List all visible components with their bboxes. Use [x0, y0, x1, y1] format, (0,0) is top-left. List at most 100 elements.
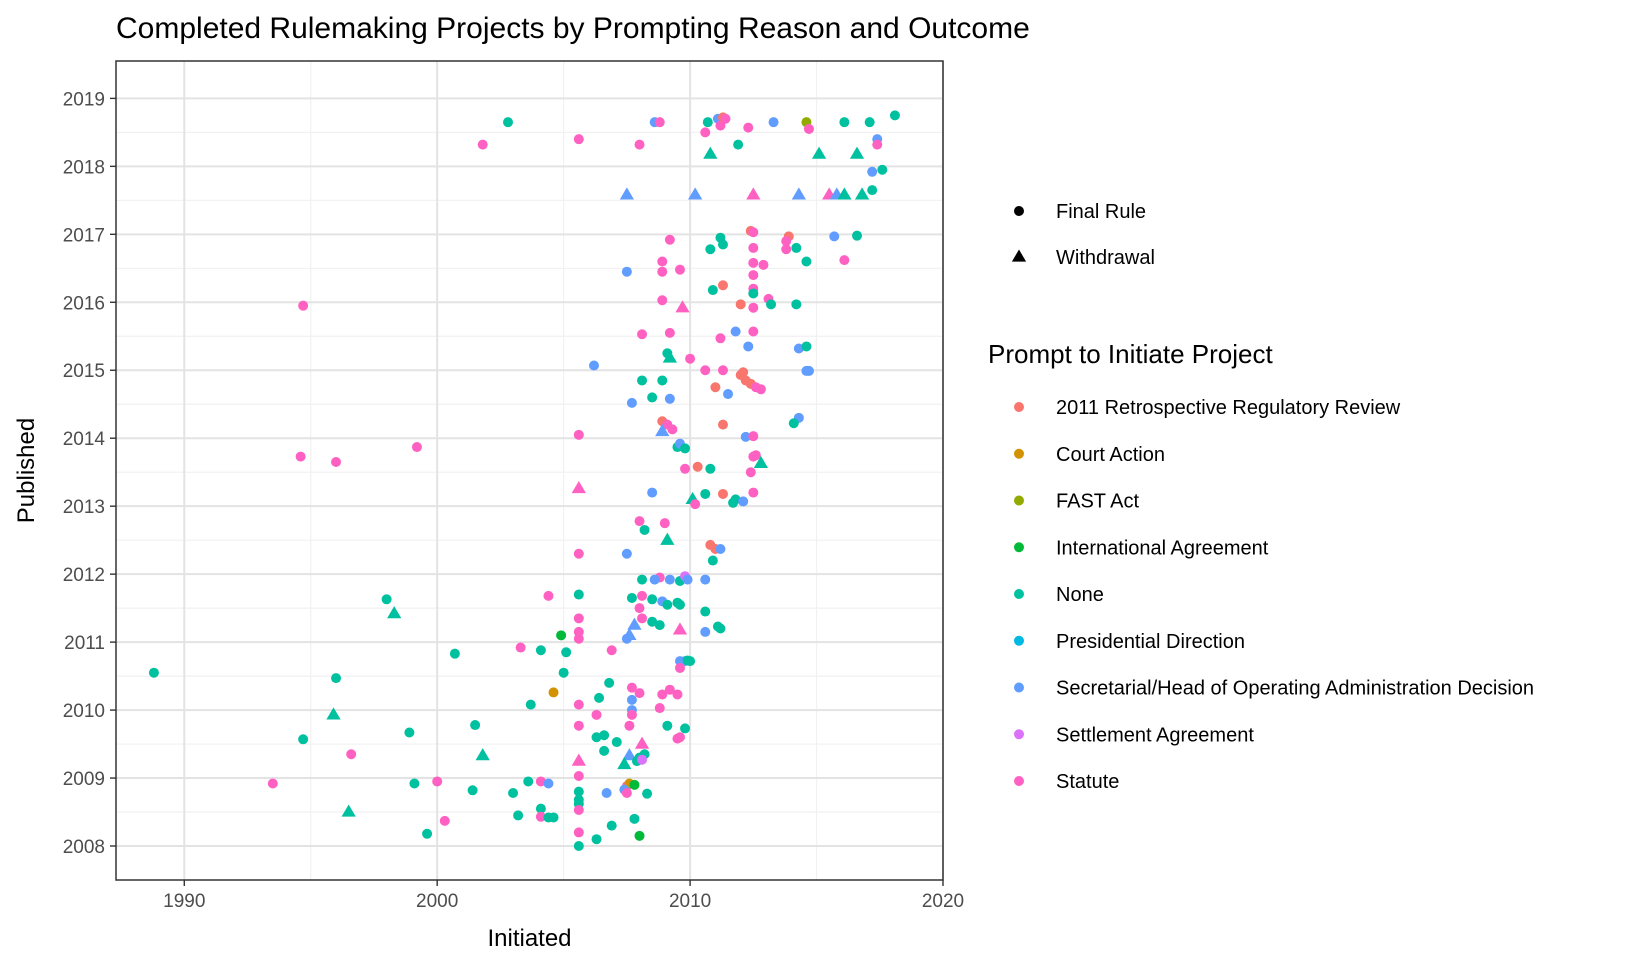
- panel-background: [116, 61, 943, 880]
- color-legend-key: [1014, 635, 1024, 646]
- final-rule-point: [573, 827, 584, 838]
- legend-label: Court Action: [1056, 444, 1165, 466]
- final-rule-point: [685, 353, 696, 364]
- final-rule-point: [705, 463, 716, 474]
- color-legend-key: [1014, 682, 1024, 693]
- final-rule-point: [715, 333, 726, 344]
- final-rule-point: [470, 720, 481, 731]
- withdrawal-point: [634, 736, 650, 749]
- y-tick-label: 2010: [63, 701, 105, 722]
- color-legend-key: [1014, 542, 1024, 553]
- final-rule-point: [839, 255, 850, 266]
- final-rule-point: [674, 662, 685, 673]
- plot-panel: [115, 60, 944, 881]
- final-rule-point: [543, 590, 554, 601]
- final-rule-point: [662, 599, 673, 610]
- y-tick-label: 2014: [63, 429, 106, 450]
- final-rule-point: [700, 574, 711, 585]
- y-tick-label: 2012: [63, 565, 105, 586]
- prompt-legend-title: Prompt to Initiate Project: [988, 339, 1273, 369]
- color-legend-key: [1014, 729, 1024, 740]
- final-rule-point: [730, 326, 741, 337]
- final-rule-point: [525, 699, 536, 710]
- final-rule-point: [717, 280, 728, 291]
- final-rule-point: [748, 227, 759, 238]
- final-rule-point: [659, 518, 670, 529]
- final-rule-point: [573, 548, 584, 559]
- final-rule-point: [702, 117, 713, 128]
- final-rule-point: [680, 443, 691, 454]
- final-rule-point: [735, 299, 746, 310]
- final-rule-point: [637, 613, 648, 624]
- final-rule-point: [637, 590, 648, 601]
- final-rule-point: [662, 720, 673, 731]
- final-rule-point: [573, 699, 584, 710]
- withdrawal-point: [617, 756, 632, 770]
- withdrawal-point: [326, 707, 341, 720]
- y-tick-label: 2015: [63, 361, 105, 382]
- final-rule-point: [606, 645, 617, 656]
- prompt-legend: 2011 Retrospective Regulatory Review Cour…: [1014, 397, 1534, 793]
- final-rule-point: [647, 616, 658, 627]
- final-rule-point: [606, 820, 617, 831]
- x-axis: 1990 2000 2010 2020: [163, 880, 964, 912]
- legend-label: Presidential Direction: [1056, 631, 1245, 653]
- final-rule-point: [381, 594, 392, 605]
- final-rule-point: [781, 244, 792, 255]
- final-rule-point: [715, 623, 726, 634]
- final-rule-point: [867, 185, 878, 196]
- final-rule-point: [680, 463, 691, 474]
- final-rule-point: [411, 442, 422, 453]
- withdrawal-point: [837, 187, 852, 200]
- final-rule-point: [477, 139, 488, 150]
- final-rule-point: [672, 689, 683, 700]
- final-rule-point: [748, 302, 759, 313]
- final-rule-point: [738, 367, 749, 378]
- final-rule-point: [295, 451, 306, 462]
- final-rule-point: [654, 703, 665, 714]
- final-rule-point: [621, 548, 632, 559]
- final-rule-point: [829, 231, 840, 242]
- final-rule-point: [715, 120, 726, 131]
- final-rule-point: [877, 164, 888, 175]
- final-rule-point: [700, 626, 711, 637]
- final-rule-point: [685, 656, 696, 667]
- final-rule-point: [331, 457, 342, 468]
- final-rule-point: [573, 613, 584, 624]
- final-rule-point: [599, 730, 610, 741]
- withdrawal-point: [622, 748, 637, 761]
- final-rule-point: [723, 389, 734, 400]
- final-rule-point: [601, 788, 612, 799]
- withdrawal-point: [753, 455, 769, 469]
- final-rule-point: [743, 122, 754, 133]
- y-tick-label: 2018: [63, 157, 105, 178]
- y-tick-label: 2017: [63, 225, 105, 246]
- final-rule-point: [745, 467, 756, 478]
- legend-label: Secretarial/Head of Operating Administra…: [1056, 678, 1534, 700]
- legend-label: Withdrawal: [1056, 247, 1155, 269]
- withdrawal-point: [341, 804, 356, 817]
- final-rule-point: [535, 811, 546, 822]
- x-axis-title: Initiated: [487, 925, 571, 952]
- final-rule-point: [439, 815, 450, 826]
- final-rule-point: [573, 633, 584, 644]
- y-tick-label: 2008: [63, 837, 105, 858]
- final-rule-point: [700, 365, 711, 376]
- color-legend-key: [1014, 776, 1024, 786]
- legend-label: Final Rule: [1056, 201, 1146, 223]
- final-rule-point: [558, 667, 569, 678]
- withdrawal-point: [475, 748, 490, 761]
- final-rule-point: [604, 677, 615, 688]
- final-rule-point: [573, 841, 584, 852]
- final-rule-point: [791, 242, 802, 253]
- chart-title: Completed Rulemaking Projects by Prompti…: [116, 12, 1030, 45]
- withdrawal-point: [688, 187, 703, 200]
- final-rule-point: [717, 488, 728, 499]
- withdrawal-point: [660, 532, 675, 545]
- final-rule-point: [548, 687, 559, 698]
- final-rule-point: [637, 375, 648, 386]
- final-rule-point: [793, 343, 804, 354]
- final-rule-point: [573, 720, 584, 731]
- final-rule-point: [667, 424, 678, 435]
